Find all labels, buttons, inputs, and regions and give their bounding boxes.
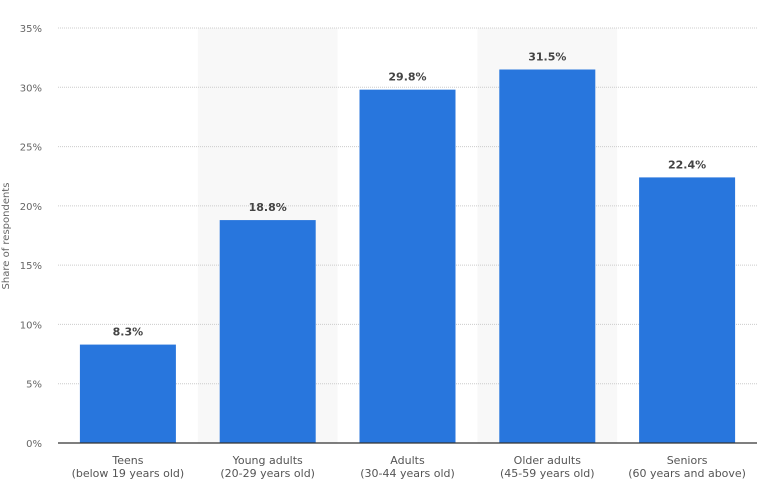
- y-tick-label: 25%: [20, 143, 42, 154]
- y-tick-label: 20%: [20, 202, 42, 213]
- x-tick-label: Seniors: [667, 454, 708, 467]
- x-tick-label: (45-59 years old): [500, 467, 595, 480]
- x-tick-label: Young adults: [232, 454, 303, 467]
- bar: [359, 89, 456, 444]
- y-axis-label: Share of respondents: [1, 183, 12, 290]
- data-label: 22.4%: [668, 158, 706, 171]
- y-tick-label: 15%: [20, 261, 42, 272]
- x-tick-label: (60 years and above): [628, 467, 746, 480]
- x-tick-label: (30-44 years old): [360, 467, 455, 480]
- bar: [499, 69, 596, 443]
- x-tick-label: Teens: [111, 454, 143, 467]
- y-tick-label: 5%: [26, 380, 42, 391]
- y-tick-label: 30%: [20, 83, 42, 94]
- x-tick-label: Adults: [390, 454, 425, 467]
- x-tick-label: Older adults: [514, 454, 582, 467]
- y-tick-label: 35%: [20, 24, 42, 35]
- y-tick-label: 0%: [26, 439, 42, 450]
- data-label: 29.8%: [388, 71, 426, 84]
- y-tick-label: 10%: [20, 320, 42, 331]
- bar: [79, 344, 176, 443]
- data-label: 18.8%: [249, 201, 287, 214]
- bar: [219, 220, 316, 443]
- x-tick-label: (20-29 years old): [220, 467, 315, 480]
- x-tick-label: (below 19 years old): [72, 467, 185, 480]
- bar: [639, 177, 736, 443]
- data-label: 8.3%: [113, 326, 144, 339]
- data-label: 31.5%: [528, 51, 566, 64]
